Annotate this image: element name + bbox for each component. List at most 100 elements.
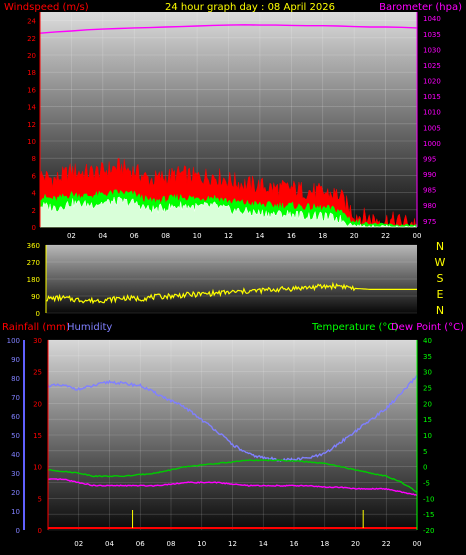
barometer-tick-label: 1000 — [423, 140, 441, 148]
temperature-tick-label: 35 — [423, 353, 432, 361]
humidity-legend: Humidity — [67, 322, 112, 333]
temperature-tick-label: 10 — [423, 432, 432, 440]
axis-ticks: 0246810121416182022249759809859909951000… — [7, 12, 441, 548]
temperature-panel-series — [47, 374, 418, 529]
barometer-tick-label: 990 — [423, 171, 436, 179]
temperature-x-tick-label: 04 — [105, 540, 114, 548]
rain-tick-label: 25 — [33, 369, 42, 377]
rain-tick-label: 5 — [38, 495, 42, 503]
temperature-x-tick-label: 02 — [74, 540, 83, 548]
barometer-tick-label: 1030 — [423, 46, 441, 54]
humidity-tick-label: 10 — [11, 508, 20, 516]
barometer-tick-label: 1020 — [423, 78, 441, 86]
dewpoint-series-line — [48, 478, 418, 497]
wind-x-tick-label: 04 — [98, 232, 107, 240]
rain-tick-label: 20 — [33, 400, 42, 408]
temperature-x-tick-label: 00 — [413, 540, 422, 548]
compass-label-n-bottom: N — [436, 304, 444, 317]
direction-panel-background — [46, 245, 417, 313]
wind-panel-series — [39, 24, 418, 228]
humidity-tick-label: 90 — [11, 356, 20, 364]
barometer-tick-label: 1005 — [423, 124, 441, 132]
humidity-tick-label: 100 — [7, 337, 20, 345]
wind-x-tick-label: 02 — [67, 232, 76, 240]
wind-x-tick-label: 22 — [381, 232, 390, 240]
barometer-tick-label: 975 — [423, 218, 436, 226]
direction-panel-grid — [46, 244, 417, 314]
temperature-legend: Temperature (°C) — [311, 322, 398, 333]
compass-label-n-top: N — [436, 240, 444, 253]
direction-tick-label: 270 — [27, 259, 40, 267]
windspeed-tick-label: 10 — [27, 138, 36, 146]
barometer-tick-label: 1040 — [423, 15, 441, 23]
direction-series-line — [46, 281, 417, 305]
rainfall-legend: Rainfall (mm) — [2, 322, 70, 333]
direction-tick-label: 90 — [31, 293, 40, 301]
temperature-panel-grid — [48, 339, 418, 531]
windspeed-tick-label: 14 — [27, 104, 36, 112]
temperature-x-tick-label: 10 — [197, 540, 206, 548]
wind-x-tick-label: 14 — [255, 232, 264, 240]
barometer-tick-label: 995 — [423, 155, 436, 163]
temperature-x-tick-label: 22 — [382, 540, 391, 548]
barometer-tick-label: 1035 — [423, 31, 441, 39]
humidity-tick-label: 40 — [11, 451, 20, 459]
temperature-tick-label: -15 — [423, 511, 434, 519]
temperature-x-tick-label: 12 — [228, 540, 237, 548]
windspeed-axis-label: Windspeed (m/s) — [4, 2, 89, 13]
direction-panel-series — [46, 281, 417, 305]
windspeed-tick-label: 20 — [27, 52, 36, 60]
humidity-tick-label: 60 — [11, 413, 20, 421]
temperature-panel-background — [48, 340, 417, 530]
barometer-axis-label: Barometer (hpa) — [379, 2, 462, 13]
temperature-tick-label: 30 — [423, 369, 432, 377]
barometer-series-line — [39, 24, 418, 34]
temperature-x-tick-label: 20 — [351, 540, 360, 548]
windspeed-tick-label: 16 — [27, 86, 36, 94]
compass-label-w: W — [435, 256, 446, 269]
wind_speed-series-area — [39, 196, 417, 228]
temperature-x-tick-label: 16 — [290, 540, 299, 548]
rain-tick-label: 0 — [38, 527, 42, 535]
barometer-tick-label: 985 — [423, 187, 436, 195]
windspeed-tick-label: 2 — [32, 207, 36, 215]
wind-x-tick-label: 18 — [318, 232, 327, 240]
direction-tick-label: 180 — [27, 276, 40, 284]
direction-tick-label: 360 — [27, 242, 40, 250]
barometer-tick-label: 1010 — [423, 109, 441, 117]
direction-tick-label: 0 — [36, 310, 40, 318]
temperature-x-tick-label: 14 — [259, 540, 268, 548]
windspeed-tick-label: 18 — [27, 69, 36, 77]
temperature-tick-label: 20 — [423, 400, 432, 408]
temperature-x-tick-label: 08 — [167, 540, 176, 548]
rain-tick-label: 10 — [33, 464, 42, 472]
humidity-tick-label: 20 — [11, 489, 20, 497]
windspeed-tick-label: 0 — [32, 224, 36, 232]
humidity-tick-label: 0 — [16, 527, 20, 535]
temperature-tick-label: 15 — [423, 416, 432, 424]
humidity-tick-label: 70 — [11, 394, 20, 402]
wind-x-tick-label: 10 — [193, 232, 202, 240]
temperature-tick-label: 40 — [423, 337, 432, 345]
temperature-tick-label: 25 — [423, 385, 432, 393]
temperature-tick-label: -20 — [423, 527, 434, 535]
chart-title: 24 hour graph day : 08 April 2026 — [165, 2, 335, 13]
rain-tick-label: 15 — [33, 432, 42, 440]
temperature-series-line — [47, 459, 418, 493]
dewpoint-legend: Dew Point (°C) — [391, 322, 464, 333]
wind-x-tick-label: 12 — [224, 232, 233, 240]
windspeed-tick-label: 4 — [32, 190, 37, 198]
temperature-x-tick-label: 18 — [320, 540, 329, 548]
windspeed-tick-label: 12 — [27, 121, 36, 129]
barometer-tick-label: 1025 — [423, 62, 441, 70]
windspeed-tick-label: 6 — [32, 172, 37, 180]
wind-x-tick-label: 08 — [161, 232, 170, 240]
compass-label-e: E — [437, 288, 444, 301]
compass-label-s: S — [437, 272, 444, 285]
temperature-x-tick-label: 06 — [136, 540, 145, 548]
wind-x-tick-label: 20 — [350, 232, 359, 240]
temperature-tick-label: 0 — [423, 464, 427, 472]
barometer-tick-label: 980 — [423, 202, 436, 210]
barometer-tick-label: 1015 — [423, 93, 441, 101]
